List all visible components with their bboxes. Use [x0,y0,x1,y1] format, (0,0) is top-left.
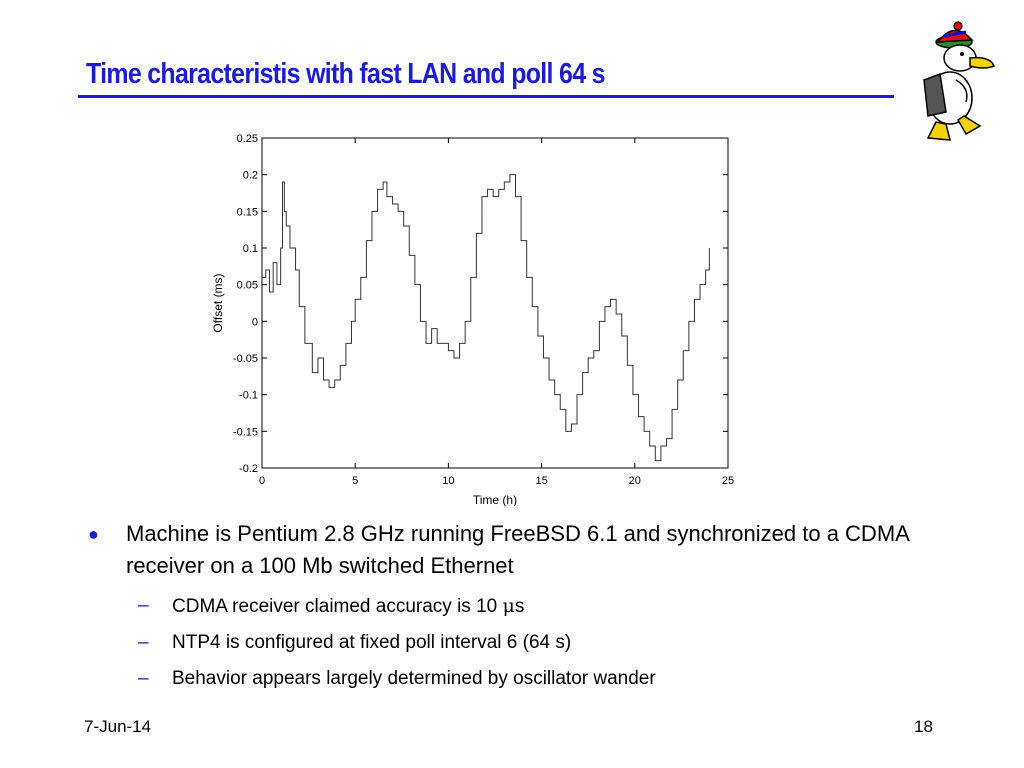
y-tick-label: 0.25 [237,133,258,145]
sub-bullet-item: – CDMA receiver claimed accuracy is 10 μ… [82,594,962,619]
y-tick-label: 0.05 [237,280,258,292]
sub-bullet-item: – Behavior appears largely determined by… [82,667,962,691]
offset-series-line [262,174,710,462]
dash-icon: – [138,595,149,616]
y-tick-label: 0.1 [243,243,258,255]
duck-mascot-icon [923,21,995,141]
x-tick-label: 10 [442,475,454,487]
y-tick-label: -0.15 [233,426,258,438]
y-tick-label: -0.05 [233,353,258,365]
slide-title: Time characteristis with fast LAN and po… [86,58,606,90]
plot-frame [261,137,729,469]
x-tick-label: 5 [352,475,358,487]
y-tick-label: 0 [252,316,258,328]
sub-bullet-text: Behavior appears largely determined by o… [172,668,656,689]
dash-icon: – [138,668,149,689]
sub-bullet-text: NTP4 is configured at fixed poll interva… [172,632,572,653]
x-tick-label: 15 [535,475,547,487]
dash-icon: – [138,632,149,653]
sub-bullet-item: – NTP4 is configured at fixed poll inter… [82,631,962,655]
x-tick-label: 20 [629,475,641,487]
footer-date: 7-Jun-14 [84,717,152,736]
bullet-dot-icon: ● [88,524,99,544]
bullet-item: ● Machine is Pentium 2.8 GHz running Fre… [82,518,962,582]
x-axis-label: Time (h) [473,493,517,506]
mu-symbol: μ [502,595,515,617]
sub-bullet-text: CDMA receiver claimed accuracy is 10 [172,596,503,617]
offset-time-chart: 0 5 10 15 20 25 0.25 0.2 0.15 0.1 0.05 0 -0.05 -0.1 -0… [211,133,734,506]
y-axis-label: Offset (ms) [211,273,225,332]
y-tick-label: -0.2 [239,463,258,475]
unit-suffix: s [514,596,525,617]
x-tick-label: 0 [259,475,265,487]
page-number: 18 [914,717,933,736]
bullet-text: Machine is Pentium 2.8 GHz running FreeB… [126,521,909,578]
x-tick-label: 25 [722,475,734,487]
title-underline [78,95,894,98]
bullet-list: ● Machine is Pentium 2.8 GHz running Fre… [82,518,962,691]
y-tick-label: -0.1 [239,390,258,402]
y-tick-label: 0.2 [243,170,258,182]
y-tick-label: 0.15 [237,206,258,218]
